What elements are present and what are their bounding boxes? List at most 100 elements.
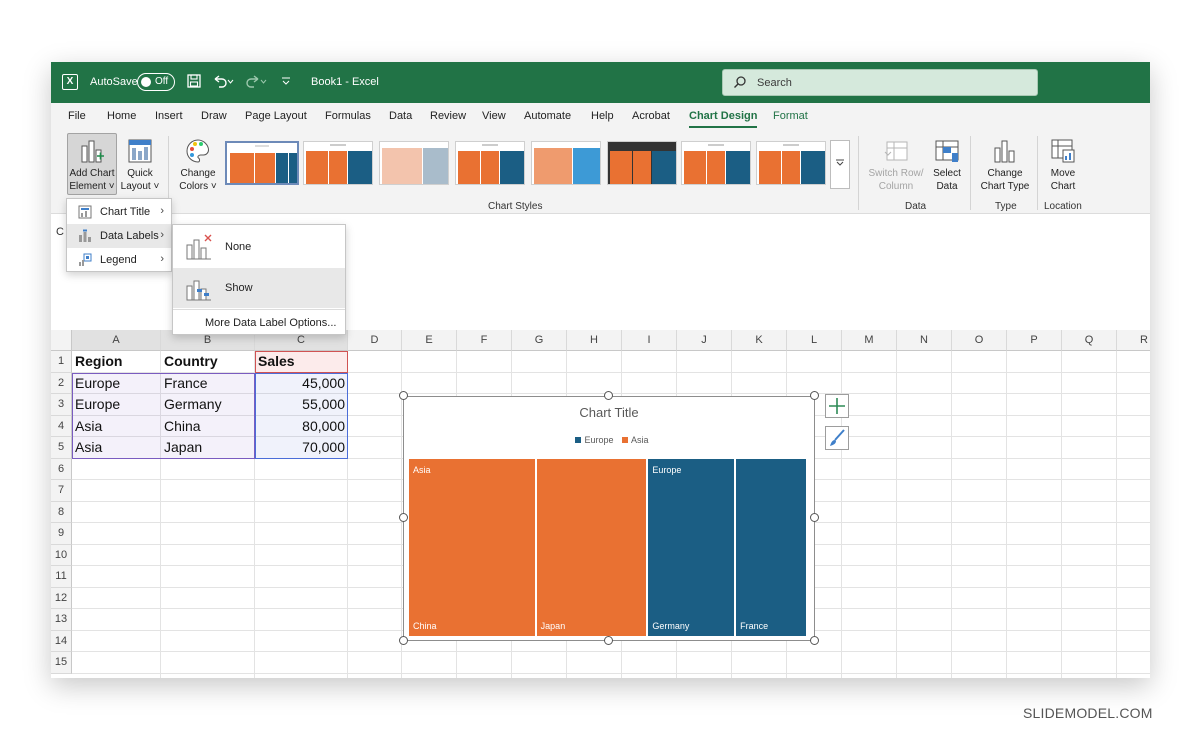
row-header-7[interactable]: 7	[51, 480, 72, 502]
row-header-4[interactable]: 4	[51, 415, 72, 437]
row-header-5[interactable]: 5	[51, 437, 72, 459]
chart-styles-button[interactable]	[825, 426, 849, 450]
tab-page-layout[interactable]: Page Layout	[245, 110, 307, 122]
tab-data[interactable]: Data	[389, 110, 413, 122]
table-cell[interactable]: 45,000	[302, 374, 345, 391]
column-header-o[interactable]: O	[952, 330, 1007, 351]
column-header-j[interactable]: J	[677, 330, 732, 351]
move-chart-button[interactable]: Move Chart	[1042, 134, 1084, 196]
column-header-p[interactable]: P	[1007, 330, 1062, 351]
treemap-tile-japan[interactable]: Japan	[536, 459, 647, 636]
row-header-2[interactable]: 2	[51, 372, 72, 394]
row-header-14[interactable]: 14	[51, 630, 72, 652]
resize-handle-e[interactable]	[810, 513, 819, 522]
tab-file[interactable]: File	[68, 110, 86, 122]
treemap-tile-germany[interactable]: Europe Germany	[648, 459, 735, 636]
undo-icon[interactable]	[212, 74, 234, 91]
column-header-b[interactable]: B	[161, 330, 255, 351]
table-cell[interactable]: Asia	[75, 417, 103, 434]
row-header-6[interactable]: 6	[51, 458, 72, 480]
customize-toolbar-icon[interactable]	[281, 74, 291, 91]
menu-item-legend[interactable]: Legend ›	[67, 248, 171, 272]
chart-style-2[interactable]	[303, 141, 373, 185]
resize-handle-sw[interactable]	[399, 636, 408, 645]
column-header-q[interactable]: Q	[1062, 330, 1117, 351]
column-header-r[interactable]: R	[1117, 330, 1150, 351]
row-header-11[interactable]: 11	[51, 566, 72, 588]
column-header-m[interactable]: M	[842, 330, 897, 351]
resize-handle-n[interactable]	[604, 391, 613, 400]
table-cell[interactable]: China	[164, 417, 201, 434]
header-cell[interactable]: Country	[164, 353, 218, 369]
chart-style-3[interactable]	[379, 141, 449, 185]
tab-review[interactable]: Review	[430, 110, 467, 122]
data-labels-show-option[interactable]: Show	[173, 268, 345, 308]
column-header-c[interactable]: C	[255, 330, 348, 351]
table-cell[interactable]: Germany	[164, 396, 222, 412]
tab-automate[interactable]: Automate	[524, 110, 572, 122]
table-cell[interactable]: France	[164, 374, 208, 391]
chart-style-5[interactable]	[531, 141, 601, 185]
chart-style-4[interactable]	[455, 141, 525, 185]
row-header-1[interactable]: 1	[51, 351, 72, 373]
tab-chart-design[interactable]: Chart Design	[689, 110, 758, 128]
change-colors-button[interactable]: Change Colors ˅	[174, 134, 222, 196]
column-header-f[interactable]: F	[457, 330, 512, 351]
chart-style-6[interactable]	[607, 141, 677, 185]
table-cell[interactable]: Asia	[75, 439, 103, 455]
name-box[interactable]: C	[56, 226, 64, 238]
tab-format[interactable]: Format	[773, 110, 808, 122]
chart-legend[interactable]: Europe Asia	[404, 435, 814, 445]
row-header-13[interactable]: 13	[51, 609, 72, 631]
row-header-3[interactable]: 3	[51, 394, 72, 416]
column-header-l[interactable]: L	[787, 330, 842, 351]
tab-acrobat[interactable]: Acrobat	[632, 110, 670, 122]
select-data-button[interactable]: Select Data	[927, 134, 967, 196]
resize-handle-s[interactable]	[604, 636, 613, 645]
table-cell[interactable]: Europe	[75, 396, 121, 412]
column-header-a[interactable]: A	[72, 330, 161, 351]
table-cell[interactable]: Japan	[164, 439, 203, 455]
treemap-plot-area[interactable]: Asia China Japan Europe Germany France	[409, 459, 808, 636]
row-header-9[interactable]: 9	[51, 523, 72, 545]
redo-icon[interactable]	[245, 74, 267, 91]
tab-formulas[interactable]: Formulas	[325, 110, 371, 122]
switch-row-column-button[interactable]: Switch Row/ Column	[865, 134, 927, 196]
column-header-k[interactable]: K	[732, 330, 787, 351]
header-cell[interactable]: Region	[75, 353, 123, 369]
row-header-15[interactable]: 15	[51, 652, 72, 674]
tab-insert[interactable]: Insert	[155, 110, 183, 122]
menu-item-chart-title[interactable]: Chart Title ›	[67, 200, 171, 224]
chart-styles-more-button[interactable]	[830, 140, 850, 189]
row-header-8[interactable]: 8	[51, 501, 72, 523]
resize-handle-se[interactable]	[810, 636, 819, 645]
column-header-h[interactable]: H	[567, 330, 622, 351]
table-cell[interactable]: 80,000	[302, 417, 345, 434]
column-header-e[interactable]: E	[402, 330, 457, 351]
chart-style-7[interactable]	[681, 141, 751, 185]
quick-layout-button[interactable]: Quick Layout ˅	[118, 134, 162, 196]
resize-handle-nw[interactable]	[399, 391, 408, 400]
data-labels-none-option[interactable]: None	[173, 227, 345, 267]
tab-view[interactable]: View	[482, 110, 506, 122]
table-cell[interactable]: 70,000	[302, 439, 345, 455]
chart-elements-button[interactable]	[825, 394, 849, 418]
resize-handle-ne[interactable]	[810, 391, 819, 400]
select-all-corner[interactable]	[51, 330, 72, 351]
tab-home[interactable]: Home	[107, 110, 137, 122]
tab-draw[interactable]: Draw	[201, 110, 227, 122]
chart-style-8[interactable]	[756, 141, 826, 185]
more-data-label-options[interactable]: More Data Label Options...	[205, 317, 337, 329]
table-cell[interactable]: 55,000	[302, 396, 345, 412]
search-box[interactable]: Search	[722, 69, 1038, 96]
treemap-tile-france[interactable]: France	[736, 459, 806, 636]
column-header-d[interactable]: D	[348, 330, 402, 351]
treemap-tile-china[interactable]: Asia China	[409, 459, 535, 636]
autosave-toggle[interactable]: Off	[137, 73, 175, 91]
resize-handle-w[interactable]	[399, 513, 408, 522]
column-header-i[interactable]: I	[622, 330, 677, 351]
row-header-10[interactable]: 10	[51, 544, 72, 566]
treemap-chart[interactable]: Chart Title Europe Asia Asia China Japan Eu…	[403, 396, 815, 641]
save-icon[interactable]	[187, 74, 201, 91]
menu-item-data-labels[interactable]: Data Labels ›	[67, 224, 171, 248]
